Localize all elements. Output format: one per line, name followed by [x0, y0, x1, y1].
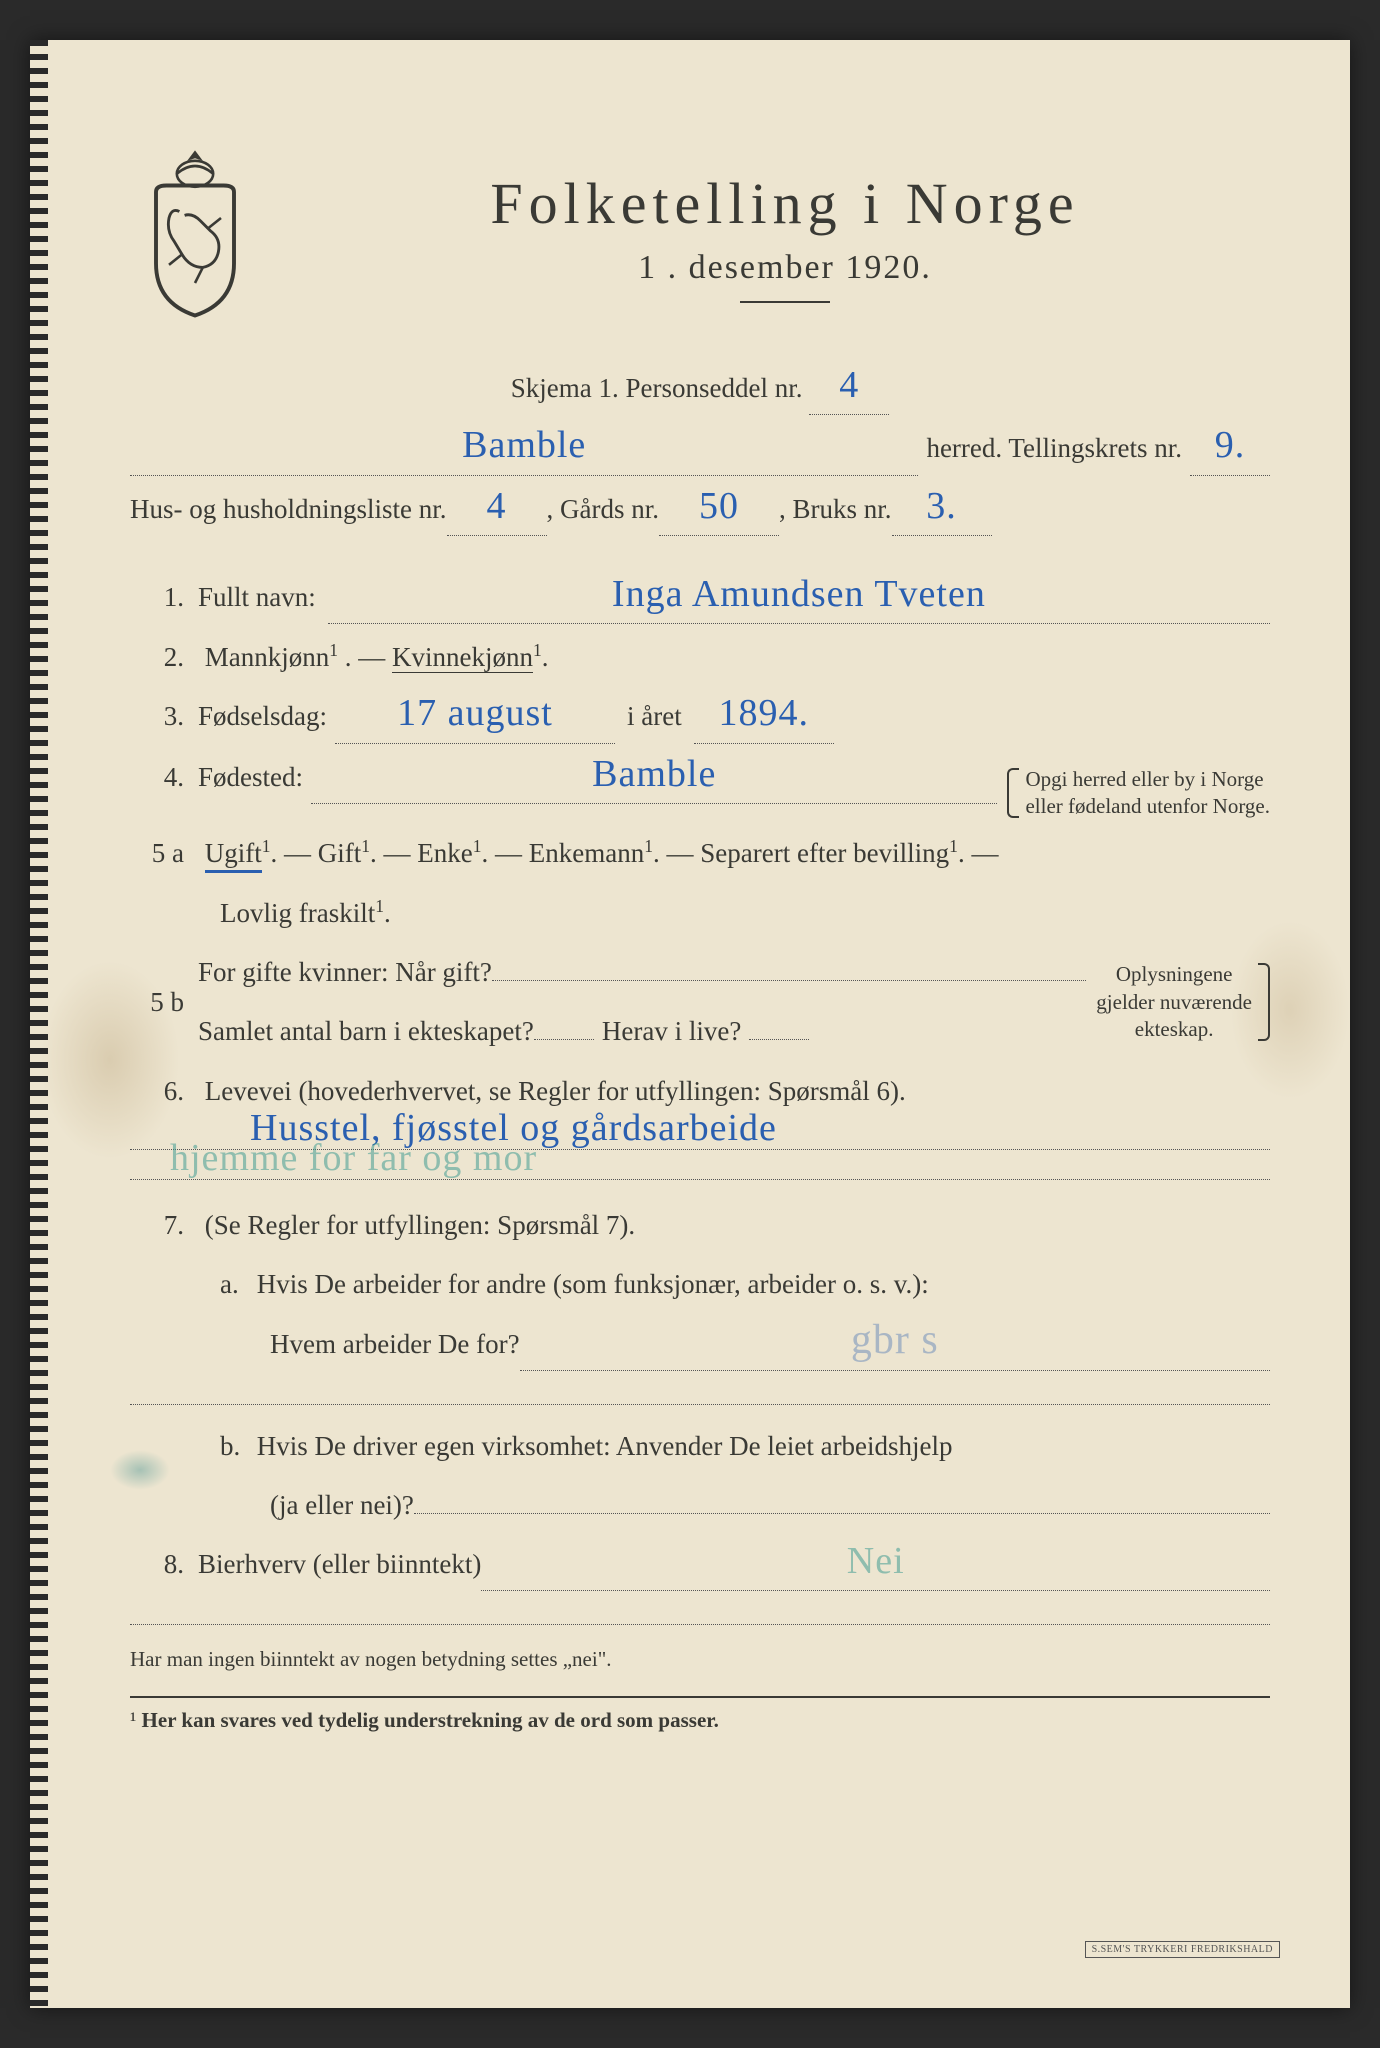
q3-mid: i året	[615, 691, 694, 742]
q7a-label1: Hvis De arbeider for andre (som funksjon…	[257, 1269, 929, 1299]
footer-rule	[130, 1696, 1270, 1698]
q5b-label1: For gifte kvinner: Når gift?	[198, 947, 492, 998]
footer-note1: Har man ingen biinntekt av nogen betydni…	[130, 1647, 1270, 1672]
bruks-nr: 3.	[926, 485, 957, 527]
footer-note2: ¹ Her kan svares ved tydelig understrekn…	[130, 1708, 1270, 1733]
q2-num: 2.	[130, 632, 184, 683]
personseddel-nr: 4	[839, 364, 859, 406]
q7b-label2: (ja eller nei)?	[270, 1480, 414, 1531]
bruks-label: , Bruks nr.	[779, 484, 892, 535]
q5a-line2: Lovlig fraskilt	[220, 898, 375, 928]
q3-label: Fødselsdag:	[198, 691, 327, 742]
q3-num: 3.	[130, 691, 184, 742]
husliste-label: Hus- og husholdningsliste nr.	[130, 484, 447, 535]
q4-note: Opgi herred eller by i Norge eller fødel…	[1007, 766, 1270, 821]
q4-label: Fødested:	[198, 752, 303, 803]
question-1: 1. Fullt navn: Inga Amundsen Tveten	[130, 572, 1270, 624]
form-title: Folketelling i Norge	[300, 170, 1270, 237]
question-5b: 5 b For gifte kvinner: Når gift? Samlet …	[130, 947, 1270, 1058]
q5a-opt-4: Separert efter bevilling	[700, 838, 949, 868]
q5a-opt-2: Enke	[417, 838, 472, 868]
coat-of-arms-icon	[130, 140, 260, 327]
q4-note-l1: Opgi herred eller by i Norge	[1025, 767, 1263, 791]
q7b-label: Hvis De driver egen virksomhet: Anvender…	[257, 1431, 953, 1461]
form-subtitle: 1 . desember 1920.	[300, 249, 1270, 287]
question-7b: b. Hvis De driver egen virksomhet: Anven…	[130, 1421, 1270, 1472]
q8-num: 8.	[130, 1539, 184, 1590]
herred-label: herred. Tellingskrets nr.	[918, 423, 1190, 474]
footnote-text: Her kan svares ved tydelig understreknin…	[142, 1708, 719, 1732]
q5b-note-l3: ekteskap.	[1135, 1017, 1214, 1041]
q7a-label2: Hvem arbeider De for?	[270, 1319, 520, 1370]
q8-label: Bierhverv (eller biinntekt)	[198, 1539, 481, 1590]
census-form-page: Folketelling i Norge 1 . desember 1920. …	[30, 40, 1350, 2008]
q6-label: Levevei (hovederhvervet, se Regler for u…	[205, 1076, 906, 1106]
question-4: 4. Fødested: Bamble Opgi herred eller by…	[130, 752, 1270, 821]
header: Folketelling i Norge 1 . desember 1920.	[130, 140, 1270, 327]
q2-opt-b: Kvinnekjønn	[392, 642, 533, 673]
q7a-blank-line	[130, 1379, 1270, 1405]
q5a-opt-1: Gift	[318, 838, 362, 868]
tellingskrets-nr: 9.	[1215, 424, 1246, 466]
q4-num: 4.	[130, 752, 184, 803]
question-3: 3. Fødselsdag: 17 august i året 1894.	[130, 691, 1270, 743]
q5b-label2: Samlet antal barn i ekteskapet?	[198, 1006, 534, 1057]
q3-day: 17 august	[397, 692, 553, 734]
form-meta: Skjema 1. Personseddel nr. 4 Bamble herr…	[130, 363, 1270, 536]
q3-year: 1894.	[718, 692, 809, 734]
q2-sep: . —	[345, 642, 392, 672]
question-5a-line2: Lovlig fraskilt1.	[130, 888, 1270, 939]
q4-note-l2: eller fødeland utenfor Norge.	[1025, 794, 1270, 818]
question-8: 8. Bierhverv (eller biinntekt) Nei	[130, 1539, 1270, 1591]
q2-opt-a: Mannkjønn	[205, 642, 330, 672]
q7-label: (Se Regler for utfyllingen: Spørsmål 7).	[205, 1210, 635, 1240]
footnote-marker: ¹	[130, 1708, 142, 1732]
q6-num: 6.	[130, 1066, 184, 1117]
q6-value-line2: hjemme for far og mor	[130, 1154, 1270, 1180]
question-5a: 5 a Ugift1. — Gift1. — Enke1. — Enkemann…	[130, 828, 1270, 879]
q4-value: Bamble	[592, 753, 716, 795]
q5b-note-l1: Oplysningene	[1116, 962, 1233, 986]
q1-label: Fullt navn:	[198, 572, 316, 623]
q5a-num: 5 a	[130, 828, 184, 879]
q8-blank-line	[130, 1599, 1270, 1625]
q5a-opt-3: Enkemann	[529, 838, 644, 868]
skjema-label: Skjema 1. Personseddel nr.	[511, 373, 803, 403]
husliste-nr: 4	[487, 485, 507, 527]
question-7: 7. (Se Regler for utfyllingen: Spørsmål …	[130, 1200, 1270, 1251]
gards-label: , Gårds nr.	[547, 484, 659, 535]
q5a-opt-0: Ugift	[205, 838, 262, 873]
q5b-note-l2: gjelder nuværende	[1096, 990, 1252, 1014]
q6-value2: hjemme for far og mor	[170, 1139, 537, 1177]
q5b-note: Oplysningene gjelder nuværende ekteskap.	[1096, 961, 1270, 1043]
q1-num: 1.	[130, 572, 184, 623]
title-rule	[740, 301, 830, 303]
printer-mark: S.SEM'S TRYKKERI FREDRIKSHALD	[1085, 1941, 1280, 1958]
herred-value: Bamble	[462, 424, 586, 466]
q8-value: Nei	[847, 1540, 905, 1582]
q5b-num: 5 b	[130, 977, 184, 1028]
question-7a: a. Hvis De arbeider for andre (som funks…	[130, 1259, 1270, 1310]
q1-value: Inga Amundsen Tveten	[612, 573, 986, 615]
question-2: 2. Mannkjønn1 . — Kvinnekjønn1.	[130, 632, 1270, 683]
gards-nr: 50	[699, 485, 739, 527]
question-7b-line2: (ja eller nei)?	[130, 1480, 1270, 1531]
q7a-value: gbr s	[851, 1317, 939, 1363]
question-7a-line2: Hvem arbeider De for? gbr s	[130, 1319, 1270, 1371]
q7-num: 7.	[130, 1200, 184, 1251]
q5b-label3: Herav i live?	[594, 1006, 749, 1057]
